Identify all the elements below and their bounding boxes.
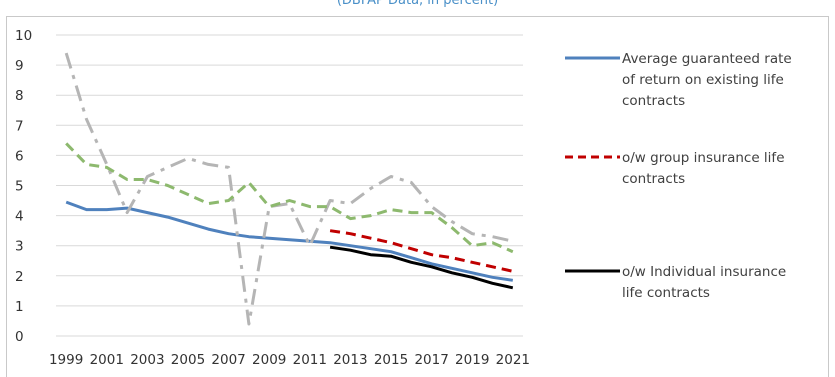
y-tick-label: 2 [15,269,24,285]
x-tick-label: 1999 [49,352,83,368]
y-tick-label: 3 [15,239,24,255]
y-tick-label: 0 [15,329,24,345]
series-line-0 [65,200,514,282]
chart-frame [6,16,829,377]
x-tick-label: 2017 [414,352,448,368]
y-tick-label: 5 [15,179,24,195]
y-tick-label: 1 [15,299,24,315]
x-tick-label: 2001 [90,352,124,368]
y-tick-label: 4 [15,209,24,225]
legend-label: life contracts [622,285,710,301]
series-line-2 [329,245,514,290]
series-line-4 [65,142,514,254]
legend-label: contracts [622,171,685,187]
y-tick-label: 6 [15,148,24,164]
y-tick-label: 9 [15,58,24,74]
x-tick-label: 2007 [211,352,245,368]
x-tick-label: 2011 [293,352,327,368]
x-tick-label: 2003 [130,352,164,368]
x-tick-label: 2009 [252,352,286,368]
x-tick-label: 2005 [171,352,205,368]
legend-label: contracts [622,93,685,109]
x-tick-label: 2013 [333,352,367,368]
y-tick-label: 8 [15,88,24,104]
legend-label: of return on existing life [622,72,784,88]
series-line-3 [64,52,514,326]
x-tick-label: 2021 [496,352,530,368]
page-title: (DBFAP Data, in percent) [336,0,499,8]
legend-label: Average guaranteed rate [622,51,792,67]
legend-label: o/w group insurance life [622,150,785,166]
y-tick-label: 10 [15,28,32,44]
x-tick-label: 2019 [455,352,489,368]
x-tick-label: 2015 [374,352,408,368]
y-tick-label: 7 [15,118,24,134]
legend-label: o/w Individual insurance [622,264,786,280]
